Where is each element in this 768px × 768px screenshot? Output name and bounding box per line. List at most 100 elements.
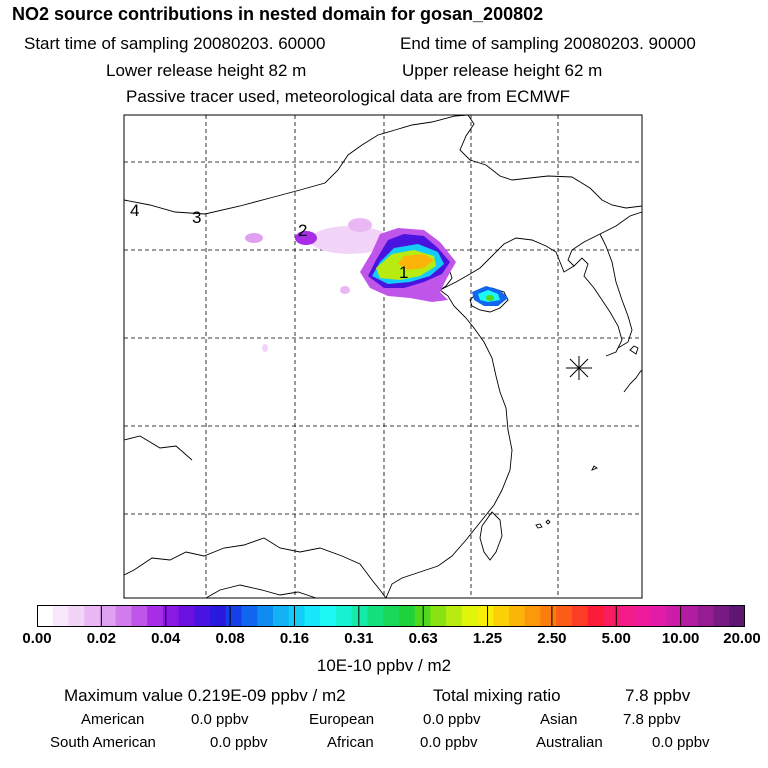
colorbar-swatch [273, 605, 290, 627]
colorbar-tick-label: 0.63 [408, 630, 438, 647]
colorbar-swatch [225, 605, 243, 627]
plume-peak [398, 254, 434, 270]
colorbar-tick-label: 20.00 [723, 630, 761, 647]
colorbar-swatch [729, 605, 745, 627]
end-time: End time of sampling 20080203. 90000 [400, 34, 696, 53]
colorbar-swatch [398, 605, 416, 627]
colorbar-swatch [241, 605, 258, 627]
colorbar-tick-label: 2.50 [537, 630, 567, 647]
upper-release-height: Upper release height 62 m [402, 61, 603, 80]
region-value: 7.8 ppbv [623, 711, 681, 728]
source-label-3: 3 [192, 208, 201, 227]
colorbar-swatch [210, 605, 227, 627]
colorbar-swatch [446, 605, 463, 627]
colorbar-tick-label: 1.25 [472, 630, 503, 647]
colorbar-swatch [383, 605, 400, 627]
colorbar-swatch [634, 605, 652, 627]
total-mixing-value: 7.8 ppbv [625, 686, 691, 705]
colorbar-tick-label: 10.00 [661, 630, 700, 647]
concentration-plume [245, 218, 508, 352]
tracer-note: Passive tracer used, meteorological data… [126, 87, 571, 106]
plume-patch [340, 286, 350, 294]
region-value: 0.0 ppbv [420, 734, 478, 751]
colorbar-swatch [320, 605, 337, 627]
colorbar-swatch [540, 605, 557, 627]
colorbar-swatch [682, 605, 699, 627]
colorbar-tick-label: 0.08 [215, 630, 245, 647]
plume-faint [348, 218, 372, 232]
colorbar-swatch [650, 605, 667, 627]
colorbar-swatch [713, 605, 730, 627]
region-name: American [81, 711, 145, 728]
colorbar-swatch [194, 605, 211, 627]
region-value: 0.0 ppbv [423, 711, 481, 728]
region-name: Asian [540, 711, 578, 728]
colorbar-swatch [257, 605, 274, 627]
lat-lon-grid [124, 115, 642, 598]
receptor-star-icon [566, 356, 592, 380]
colorbar-swatch [571, 605, 589, 627]
colorbar-swatch [430, 605, 447, 627]
japan-islands [535, 345, 643, 529]
colorbar-tick-label: 0.16 [279, 630, 310, 647]
colorbar-tick-label: 5.00 [601, 630, 631, 647]
plume-patch [262, 344, 268, 352]
region-value: 0.0 ppbv [191, 711, 249, 728]
maximum-value: Maximum value 0.219E-09 ppbv / m2 [64, 686, 346, 705]
plume-patch [245, 233, 263, 243]
colorbar-swatch [587, 605, 604, 627]
colorbar-swatch [556, 605, 573, 627]
colorbar-swatch [351, 605, 368, 627]
region-value: 0.0 ppbv [652, 734, 710, 751]
colorbar-swatch [131, 605, 148, 627]
colorbar-swatch [37, 605, 54, 627]
colorbar-swatch [52, 605, 70, 627]
colorbar-swatch [84, 605, 101, 627]
colorbar-tick-label: 0.02 [86, 630, 116, 647]
colorbar-swatch [666, 605, 683, 627]
plume-east-peak [486, 295, 494, 301]
start-time: Start time of sampling 20080203. 60000 [24, 34, 326, 53]
colorbar-tick-label: 0.04 [151, 630, 181, 647]
colorbar-swatch [162, 605, 180, 627]
region-name: African [327, 734, 374, 751]
plume-patch [295, 231, 317, 245]
colorbar-swatch [493, 605, 510, 627]
colorbar-tick-label: 0.31 [344, 630, 374, 647]
colorbar [37, 605, 745, 627]
colorbar-tick-label: 0.00 [22, 630, 52, 647]
source-label-1: 1 [399, 263, 408, 282]
colorbar-swatch [115, 605, 132, 627]
colorbar-frame [37, 605, 745, 627]
colorbar-swatch [619, 605, 636, 627]
colorbar-swatch [68, 605, 85, 627]
colorbar-swatch [461, 605, 479, 627]
colorbar-swatch [335, 605, 353, 627]
region-value: 0.0 ppbv [210, 734, 268, 751]
region-name: European [309, 711, 375, 728]
colorbar-swatch [288, 605, 306, 627]
plume-faint [310, 226, 390, 254]
map-frame [123, 114, 643, 599]
colorbar-units: 10E-10 ppbv / m2 [316, 656, 452, 675]
colorbar-swatch [477, 605, 494, 627]
colorbar-swatch [524, 605, 542, 627]
total-mixing-label: Total mixing ratio [433, 686, 561, 705]
colorbar-swatch [99, 605, 117, 627]
region-name: South American [50, 734, 156, 751]
region-name: Australian [536, 734, 603, 751]
colorbar-swatch [367, 605, 384, 627]
colorbar-swatch [603, 605, 620, 627]
colorbar-swatch [178, 605, 195, 627]
colorbar-swatch [509, 605, 526, 627]
source-label-4: 4 [130, 201, 139, 220]
colorbar-swatch [304, 605, 321, 627]
lower-release-height: Lower release height 82 m [106, 61, 307, 80]
colorbar-swatch [147, 605, 164, 627]
plot-title: NO2 source contributions in nested domai… [12, 4, 544, 24]
coastlines [123, 114, 643, 599]
colorbar-swatch [697, 605, 715, 627]
source-label-2: 2 [298, 221, 307, 240]
colorbar-ticks: 0.00 0.02 0.04 0.08 0.16 0.31 0.63 1.25 2.50 5.00… [0, 630, 768, 650]
